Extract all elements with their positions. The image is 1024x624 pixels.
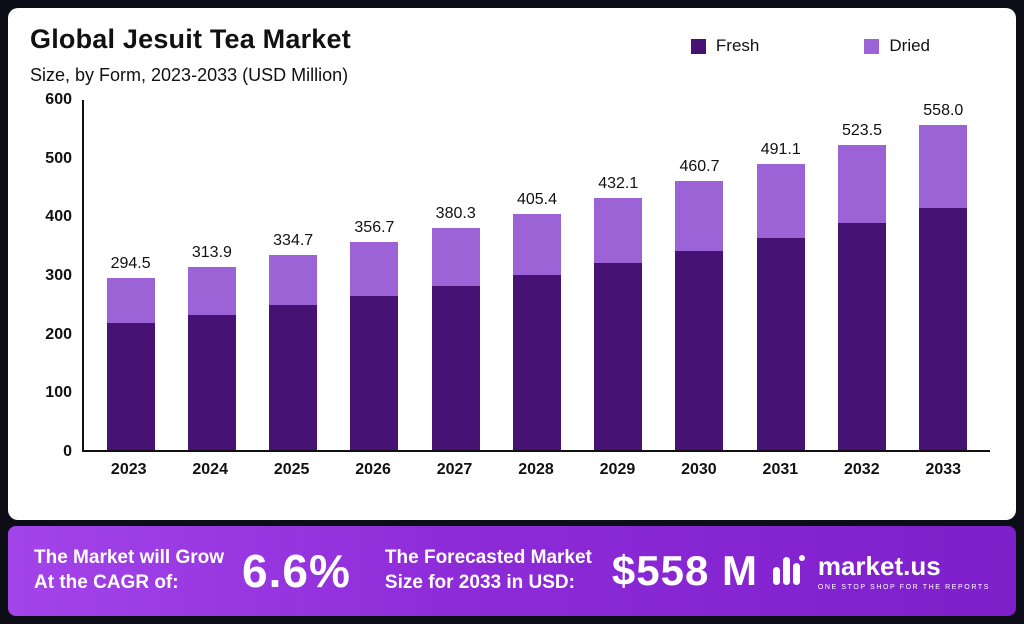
bar-segment-fresh-2025 [269, 305, 318, 450]
marketus-logo-name: market.us [817, 551, 941, 581]
x-axis-label-2033: 2033 [925, 461, 962, 478]
bar-segment-fresh-2029 [594, 263, 643, 450]
bar-segment-fresh-2027 [431, 285, 480, 450]
x-axis-label-2032: 2032 [844, 461, 880, 478]
y-tick-label: 100 [45, 384, 72, 402]
chart-header: Global Jesuit Tea Market Size, by Form, … [30, 24, 990, 86]
chart-subtitle: Size, by Form, 2023-2033 (USD Million) [30, 65, 349, 85]
y-tick-label: 300 [45, 267, 72, 284]
marketus-logo-tagline: ONE STOP SHOP FOR THE REPORTS [817, 584, 990, 591]
bar-total-label-2029: 432.1 [598, 174, 639, 192]
bar-segment-fresh-2031 [756, 237, 805, 450]
chart-body: 0 100 200 300 400 500 600 294.5 313.9 334.7 356.7… [30, 91, 990, 479]
y-tick-label: 0 [63, 443, 72, 460]
bar-column-2027: 380.3 [415, 100, 496, 450]
y-tick-label: 600 [45, 91, 72, 108]
bar-column-2024: 313.9 [171, 100, 252, 450]
x-axis-label-2031: 2031 [762, 461, 799, 478]
cagr-text-line1: The Market will Grow [34, 547, 225, 569]
y-tick-label: 400 [45, 208, 72, 226]
bar-segment-fresh-2028 [512, 275, 561, 450]
bar-segment-dried-2032 [838, 144, 887, 224]
bar-total-label-2027: 380.3 [435, 205, 476, 223]
bar-segment-dried-2024 [187, 266, 236, 315]
bar-segment-dried-2025 [269, 254, 318, 306]
plot-column: 294.5 313.9 334.7 356.7 380.3 405.4 432.1 460.7… [82, 100, 990, 479]
bottom-banner: The Market will Grow At the CAGR of: 6.6… [8, 526, 1016, 616]
legend-label-dried: Dried [889, 36, 930, 55]
legend-item-fresh: Fresh [690, 36, 760, 56]
bar-column-2028: 405.4 [496, 100, 577, 450]
bar-column-2025: 334.7 [253, 100, 334, 450]
bar-total-label-2025: 334.7 [273, 231, 314, 249]
bar-segment-fresh-2024 [187, 314, 236, 450]
bar-total-label-2030: 460.7 [679, 158, 720, 176]
cagr-text: The Market will Grow At the CAGR of: [34, 546, 224, 595]
bar-segment-fresh-2033 [919, 207, 968, 450]
bar-segment-dried-2033 [919, 124, 968, 208]
bar-segment-fresh-2032 [838, 223, 887, 450]
forecast-text: The Forecasted Market Size for 2033 in U… [385, 546, 592, 595]
y-axis: 0 100 200 300 400 500 600 [30, 91, 82, 460]
chart-title: Global Jesuit Tea Market [30, 24, 351, 54]
plot-area: 294.5 313.9 334.7 356.7 380.3 405.4 432.1 460.7… [82, 100, 990, 452]
marketus-logo-icon [768, 549, 808, 594]
marketus-logo-text: market.us ONE STOP SHOP FOR THE REPORTS [818, 551, 990, 591]
bar-total-label-2023: 294.5 [110, 255, 151, 273]
bar-total-label-2031: 491.1 [760, 140, 801, 158]
legend-label-fresh: Fresh [715, 36, 760, 55]
y-tick-label: 500 [45, 149, 72, 167]
x-axis-label-2030: 2030 [681, 461, 717, 478]
x-axis-label-2029: 2029 [599, 461, 636, 478]
cagr-text-line2: At the CAGR of: [34, 572, 179, 593]
x-axis-labels: 2023 2024 2025 2026 2027 2028 2029 2030 2031 2032… [82, 461, 990, 479]
bar-column-2029: 432.1 [578, 100, 659, 450]
x-axis-label-2027: 2027 [436, 461, 473, 478]
forecast-text-line1: The Forecasted Market [384, 547, 592, 569]
forecast-value: $558 M [611, 547, 758, 594]
bar-column-2032: 523.5 [821, 100, 902, 450]
legend-swatch-fresh [690, 38, 706, 54]
cagr-value: 6.6% [242, 545, 351, 597]
legend-swatch-dried [864, 38, 880, 54]
chart-card: Global Jesuit Tea Market Size, by Form, … [8, 8, 1016, 520]
chart-legend: Fresh Dried [690, 36, 930, 56]
bar-column-2023: 294.5 [90, 100, 171, 450]
bar-segment-dried-2031 [756, 163, 805, 238]
bar-segment-dried-2023 [106, 278, 155, 323]
marketus-logo: market.us ONE STOP SHOP FOR THE REPORTS [768, 549, 990, 594]
bar-segment-dried-2026 [350, 241, 399, 296]
y-tick-label: 200 [45, 325, 72, 343]
bar-column-2031: 491.1 [740, 100, 821, 450]
bar-segment-dried-2028 [512, 213, 561, 275]
bar-total-label-2032: 523.5 [842, 121, 883, 139]
bar-segment-dried-2029 [594, 197, 643, 264]
bar-segment-dried-2027 [431, 228, 480, 286]
bar-segment-fresh-2023 [106, 322, 155, 450]
bar-total-label-2033: 558.0 [923, 101, 964, 119]
bar-segment-fresh-2030 [675, 250, 724, 450]
x-axis-label-2028: 2028 [518, 461, 554, 478]
bar-column-2033: 558.0 [903, 100, 984, 450]
bar-column-2030: 460.7 [659, 100, 740, 450]
x-axis-label-2023: 2023 [110, 461, 147, 478]
bar-column-2026: 356.7 [334, 100, 415, 450]
x-axis-label-2025: 2025 [273, 461, 310, 478]
bar-total-label-2028: 405.4 [516, 190, 557, 208]
legend-item-dried: Dried [864, 36, 930, 56]
bar-total-label-2024: 313.9 [191, 243, 232, 261]
forecast-text-line2: Size for 2033 in USD: [384, 572, 575, 593]
bar-total-label-2026: 356.7 [354, 218, 395, 236]
x-axis-label-2024: 2024 [192, 461, 228, 478]
x-axis-label-2026: 2026 [355, 461, 391, 478]
bar-segment-fresh-2026 [350, 296, 399, 450]
bar-segment-dried-2030 [675, 181, 724, 251]
